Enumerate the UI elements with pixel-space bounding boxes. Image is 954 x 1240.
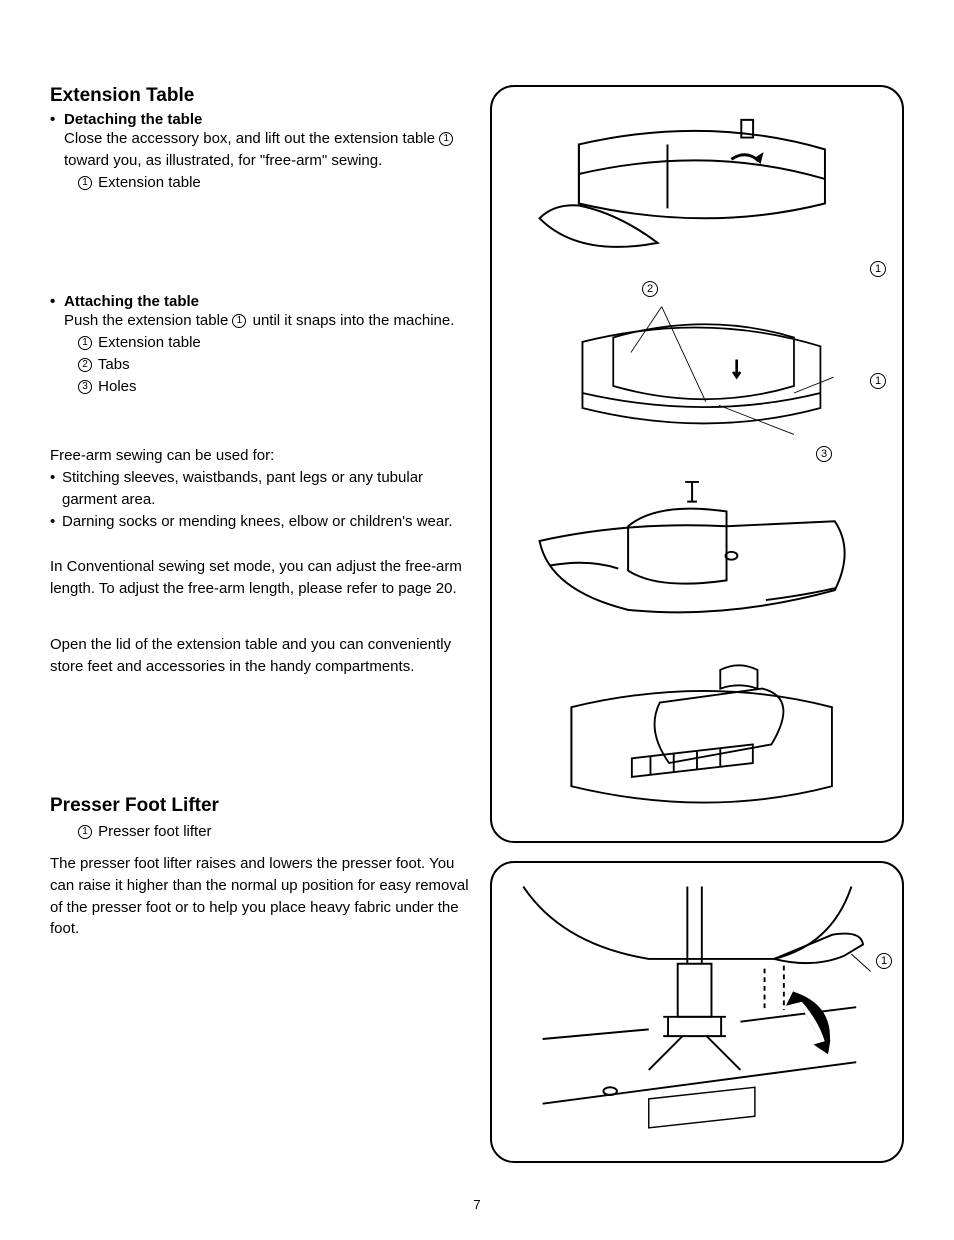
attach-item-3: 3 Holes xyxy=(50,376,470,398)
bullet-dot: • xyxy=(50,111,64,128)
detach-item-1: 1 Extension table xyxy=(50,172,470,194)
attach-body-pre: Push the extension table xyxy=(64,312,232,329)
callout-1: 1 xyxy=(876,953,892,969)
bullet-dot: • xyxy=(50,467,62,511)
figure-attach-illustration: 2 1 3 xyxy=(502,281,892,465)
list-item: •Darning socks or mending knees, elbow o… xyxy=(50,511,470,533)
line-art-icon xyxy=(510,472,884,640)
callout-1: 1 xyxy=(870,261,886,277)
bullet-dot: • xyxy=(50,511,62,533)
attach-title-row: • Attaching the table xyxy=(50,293,470,310)
figure-freearm-illustration xyxy=(502,464,892,648)
circled-1-icon: 1 xyxy=(78,825,92,839)
lid-note: Open the lid of the extension table and … xyxy=(50,634,470,678)
text-column: Extension Table • Detaching the table Cl… xyxy=(50,85,470,1163)
attach-title: Attaching the table xyxy=(64,293,199,310)
detach-body-pre: Close the accessory box, and lift out th… xyxy=(64,130,439,147)
spacer xyxy=(50,843,470,853)
attach-item-2-label: Tabs xyxy=(98,356,130,373)
spacer xyxy=(50,624,470,634)
detach-item-1-label: Extension table xyxy=(98,174,201,191)
callout-2: 2 xyxy=(642,281,658,297)
line-art-icon xyxy=(510,656,884,824)
attach-body-post: until it snaps into the machine. xyxy=(248,312,454,329)
use-2: Darning socks or mending knees, elbow or… xyxy=(62,511,453,533)
figure-stack: 1 xyxy=(502,97,892,831)
spacer xyxy=(50,397,470,421)
presser-body: The presser foot lifter raises and lower… xyxy=(50,853,470,940)
circled-1-icon: 1 xyxy=(78,336,92,350)
circled-1-icon: 1 xyxy=(439,132,453,146)
manual-page: Extension Table • Detaching the table Cl… xyxy=(0,0,954,1240)
detach-title-row: • Detaching the table xyxy=(50,111,470,128)
section-heading-presser-foot: Presser Foot Lifter xyxy=(50,795,470,817)
figure-presser-foot: 1 xyxy=(490,861,904,1163)
spacer xyxy=(50,421,470,445)
spacer xyxy=(50,532,470,556)
attach-item-2: 2 Tabs xyxy=(50,354,470,376)
spacer xyxy=(50,677,470,795)
section-heading-extension-table: Extension Table xyxy=(50,85,470,107)
page-number: 7 xyxy=(0,1197,954,1212)
list-item: •Stitching sleeves, waistbands, pant leg… xyxy=(50,467,470,511)
attach-item-1: 1 Extension table xyxy=(50,332,470,354)
circled-1-icon: 1 xyxy=(232,314,246,328)
attach-item-1-label: Extension table xyxy=(98,334,201,351)
attach-item-3-label: Holes xyxy=(98,378,136,395)
detach-body: Close the accessory box, and lift out th… xyxy=(50,128,470,172)
line-art-icon xyxy=(510,105,884,273)
attach-body: Push the extension table 1 until it snap… xyxy=(50,310,470,332)
freearm-uses-list: •Stitching sleeves, waistbands, pant leg… xyxy=(50,467,470,532)
line-art-icon xyxy=(510,289,884,457)
freearm-intro: Free-arm sewing can be used for: xyxy=(50,445,470,467)
callout-3: 3 xyxy=(816,446,832,462)
bullet-dot: • xyxy=(50,293,64,310)
circled-2-icon: 2 xyxy=(78,358,92,372)
callout-1: 1 xyxy=(870,373,886,389)
spacer xyxy=(50,600,470,624)
use-1: Stitching sleeves, waistbands, pant legs… xyxy=(62,467,470,511)
figure-column: 1 xyxy=(490,85,904,1163)
figure-storage-illustration xyxy=(502,648,892,832)
circled-3-icon: 3 xyxy=(78,380,92,394)
two-column-layout: Extension Table • Detaching the table Cl… xyxy=(50,85,904,1163)
figure-extension-table: 1 xyxy=(490,85,904,843)
presser-item-1: 1 Presser foot lifter xyxy=(50,821,470,843)
circled-1-icon: 1 xyxy=(78,176,92,190)
detach-title: Detaching the table xyxy=(64,111,202,128)
presser-item-1-label: Presser foot lifter xyxy=(98,823,211,840)
conventional-note: In Conventional sewing set mode, you can… xyxy=(50,556,470,600)
spacer xyxy=(50,193,470,293)
figure-detach-illustration: 1 xyxy=(502,97,892,281)
line-art-icon xyxy=(504,875,890,1149)
detach-body-post: toward you, as illustrated, for "free-ar… xyxy=(64,152,382,169)
